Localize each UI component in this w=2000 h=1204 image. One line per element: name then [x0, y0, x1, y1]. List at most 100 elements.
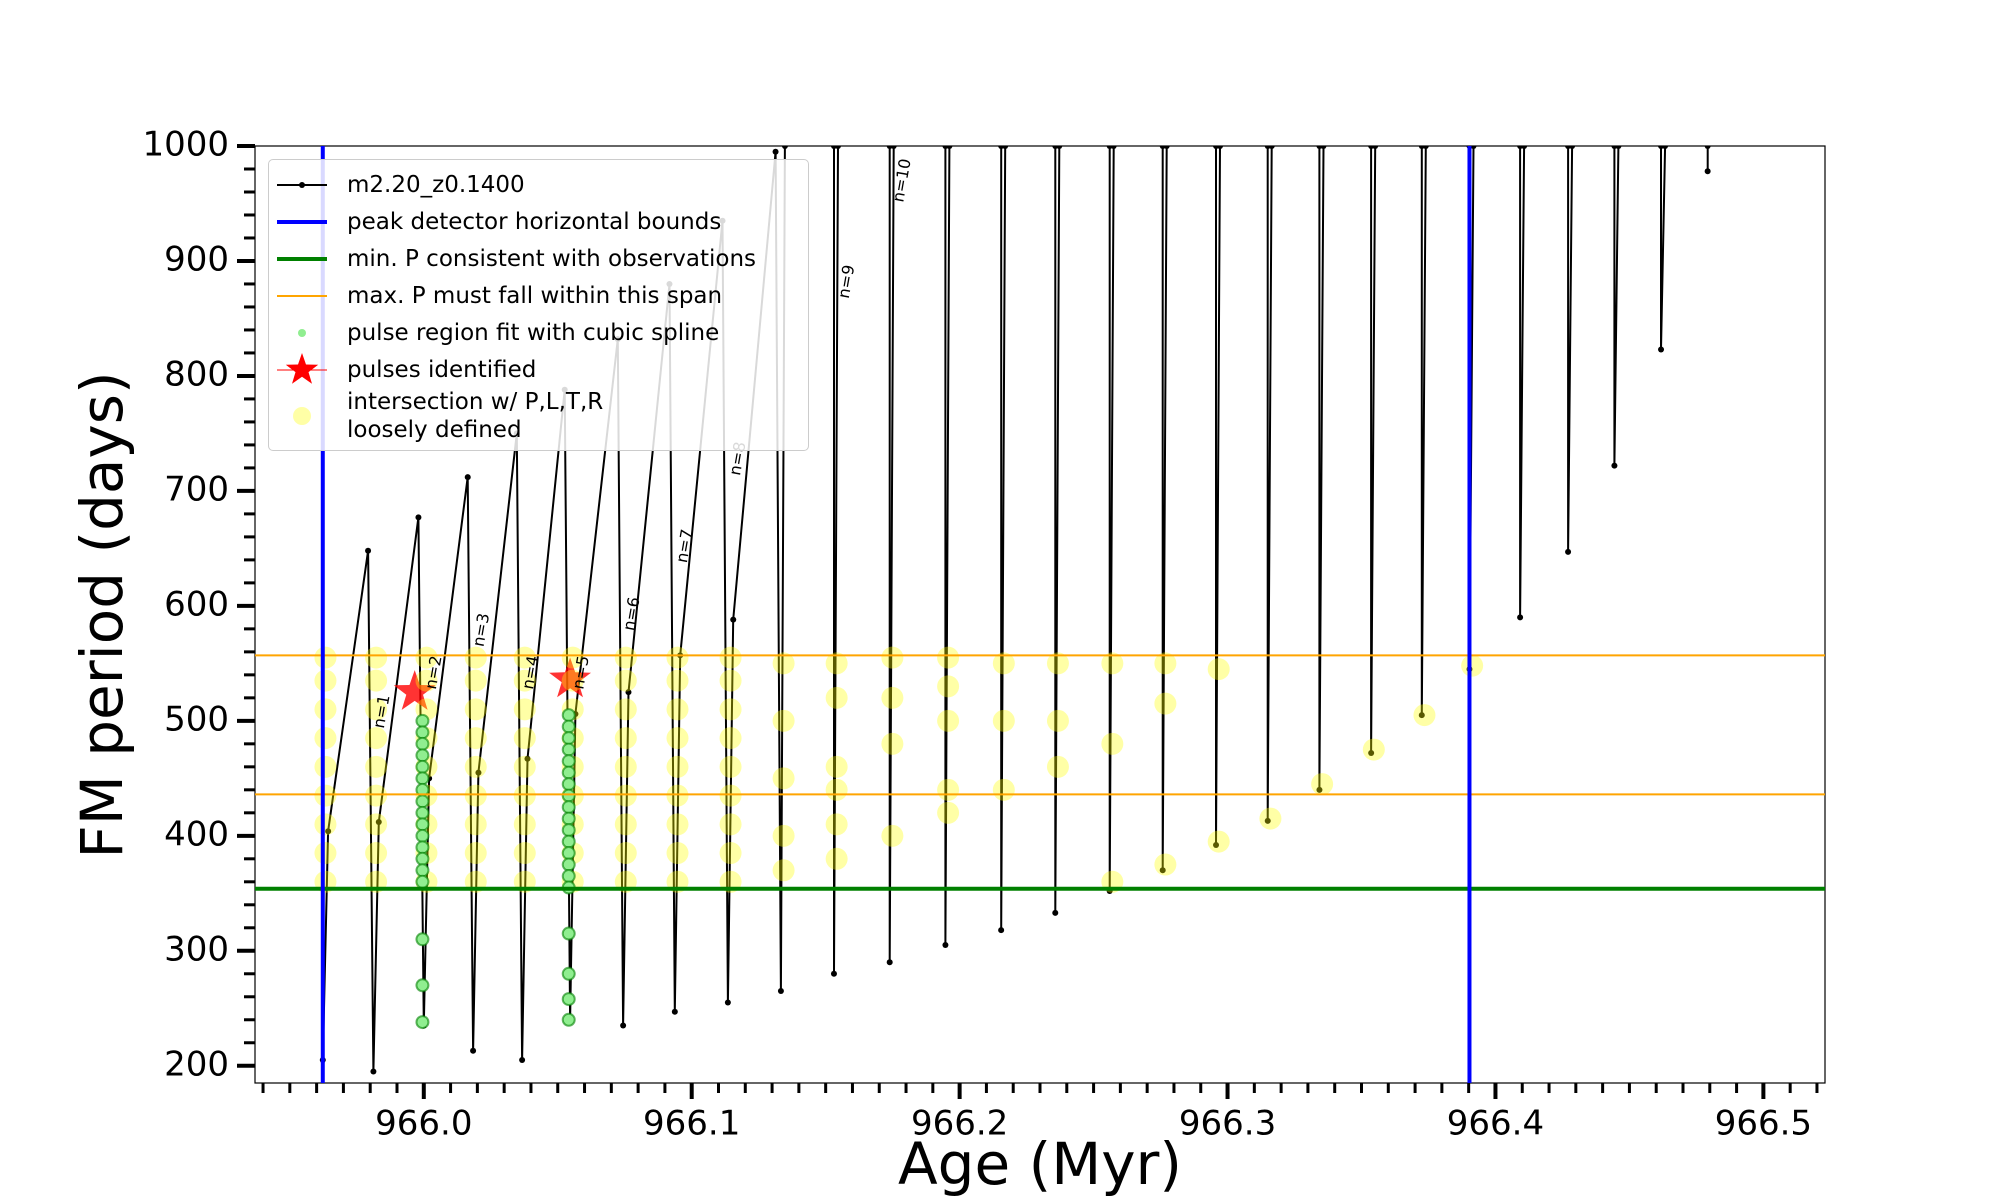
- scatter-point: [825, 652, 848, 675]
- scatter-point: [719, 755, 742, 778]
- legend-label: peak detector horizontal bounds: [347, 208, 722, 235]
- line-point: [1268, 146, 1275, 149]
- scatter-point: [1413, 704, 1436, 727]
- scatter-point: [992, 778, 1015, 801]
- scatter-point: [365, 755, 388, 778]
- scatter-point: [719, 813, 742, 836]
- scatter-point: [825, 813, 848, 836]
- scatter-point: [415, 713, 430, 728]
- scatter-point: [561, 765, 576, 780]
- scatter-point: [937, 801, 960, 824]
- scatter-point: [772, 824, 795, 847]
- y-tick-label: 500: [164, 699, 229, 739]
- line-point: [370, 1068, 377, 1075]
- legend-dot: [299, 181, 305, 188]
- scatter-point: [415, 817, 430, 832]
- scatter-point: [561, 708, 576, 723]
- scatter-point: [464, 669, 487, 692]
- scatter-point: [415, 725, 430, 740]
- legend-entry: min. P consistent with observations: [269, 240, 808, 277]
- scatter-point: [561, 926, 576, 941]
- scatter-point: [772, 859, 795, 882]
- line-point: [724, 999, 731, 1006]
- line-point: [1320, 146, 1327, 149]
- annotation: n=3: [469, 612, 494, 649]
- scatter-point: [772, 652, 795, 675]
- line-point: [1704, 146, 1711, 149]
- line-point: [730, 616, 737, 623]
- y-axis-label: FM period (days): [68, 371, 136, 858]
- y-tick-label: 300: [164, 929, 229, 969]
- scatter-point: [992, 652, 1015, 675]
- line-point: [1569, 146, 1576, 149]
- scatter-point: [415, 840, 430, 855]
- scatter-point: [666, 755, 689, 778]
- line-point: [365, 547, 372, 554]
- line-point: [415, 514, 422, 521]
- annotation: n=7: [672, 528, 697, 565]
- scatter-point: [415, 932, 430, 947]
- legend-handle: [277, 294, 327, 297]
- line-point: [325, 828, 332, 835]
- scatter-point: [614, 813, 637, 836]
- line-point: [1110, 146, 1117, 149]
- scatter-point: [513, 813, 536, 836]
- scatter-point: [1362, 738, 1385, 761]
- scatter-point: [719, 842, 742, 865]
- scatter-point: [937, 778, 960, 801]
- line-point: [1658, 346, 1665, 353]
- scatter-point: [314, 755, 337, 778]
- scatter-point: [561, 754, 576, 769]
- line-point: [1470, 146, 1477, 149]
- scatter-point: [666, 646, 689, 669]
- scatter-point: [561, 966, 576, 981]
- scatter-point: [561, 869, 576, 884]
- line-point: [946, 146, 953, 149]
- legend-entry: m2.20_z0.1400: [269, 166, 808, 203]
- legend-entry: max. P must fall within this span: [269, 277, 808, 314]
- legend-label: min. P consistent with observations: [347, 245, 757, 272]
- scatter-point: [1046, 709, 1069, 732]
- scatter-point: [881, 824, 904, 847]
- line-point: [1565, 548, 1572, 555]
- scatter-point: [1154, 692, 1177, 715]
- scatter-point: [365, 669, 388, 692]
- line-point: [1056, 146, 1063, 149]
- legend-label: intersection w/ P,L,T,R loosely defined: [347, 389, 604, 443]
- legend-label: pulse region fit with cubic spline: [347, 319, 720, 346]
- scatter-point: [561, 777, 576, 792]
- scatter-point: [314, 698, 337, 721]
- scatter-point: [464, 813, 487, 836]
- line-point: [464, 474, 471, 481]
- scatter-point: [1154, 853, 1177, 876]
- scatter-point: [513, 669, 536, 692]
- scatter-point: [561, 731, 576, 746]
- scatter-point: [314, 727, 337, 750]
- legend-entry: intersection w/ P,L,T,R loosely defined: [269, 388, 808, 444]
- y-tick-label: 900: [164, 239, 229, 279]
- scatter-point: [666, 842, 689, 865]
- scatter-point: [314, 842, 337, 865]
- scatter-point: [415, 828, 430, 843]
- star-marker: [393, 670, 436, 710]
- scatter-point: [314, 669, 337, 692]
- line-point: [519, 1057, 526, 1064]
- scatter-point: [666, 669, 689, 692]
- scatter-point: [415, 863, 430, 878]
- line-point: [830, 970, 837, 977]
- x-tick-label: 966.3: [1179, 1104, 1276, 1144]
- scatter-point: [561, 1012, 576, 1027]
- line-point: [1521, 146, 1528, 149]
- y-tick-label: 1000: [142, 125, 229, 165]
- line-point: [671, 1008, 678, 1015]
- scatter-point: [719, 784, 742, 807]
- scatter-point: [666, 784, 689, 807]
- scatter-point: [365, 842, 388, 865]
- y-tick-label: 600: [164, 584, 229, 624]
- scatter-point: [666, 727, 689, 750]
- legend-dot: [298, 328, 306, 337]
- scatter-point: [314, 784, 337, 807]
- scatter-point: [614, 784, 637, 807]
